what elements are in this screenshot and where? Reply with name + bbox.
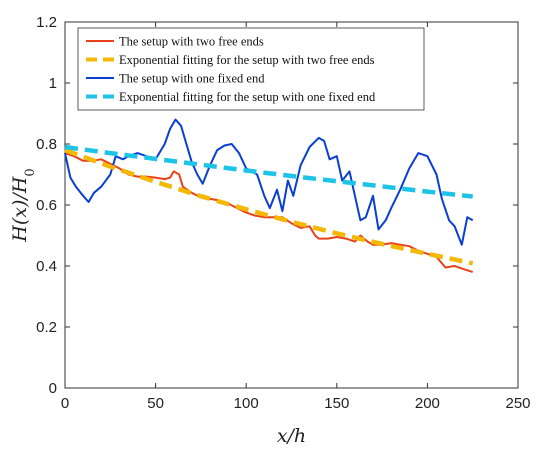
legend-entry: Exponential fitting for the setup with o… xyxy=(119,90,376,104)
y-tick-label: 1.2 xyxy=(36,14,57,31)
legend: The setup with two free ends Exponential … xyxy=(77,27,425,111)
x-tick-label: 50 xyxy=(147,395,164,412)
legend-entry: The setup with one fixed end xyxy=(119,72,265,86)
series-line xyxy=(64,144,473,199)
y-tick-label: 1 xyxy=(49,75,57,92)
x-tick-label: 150 xyxy=(324,395,349,412)
legend-entry: The setup with two free ends xyxy=(119,35,264,49)
y-tick-label: 0.8 xyxy=(36,136,57,153)
x-tick-label: 0 xyxy=(61,395,69,412)
series-line xyxy=(64,152,474,274)
series-line xyxy=(64,147,474,266)
series-line xyxy=(64,118,474,246)
y-tick-label: 0.4 xyxy=(36,258,57,275)
y-tick-label: 0.2 xyxy=(36,319,57,336)
x-tick-label: 250 xyxy=(505,395,530,412)
legend-entry: Exponential fitting for the setup with t… xyxy=(119,53,375,67)
x-tick-label: 100 xyxy=(234,395,259,412)
x-tick-label: 200 xyxy=(415,395,440,412)
y-tick-label: 0 xyxy=(49,380,57,397)
y-tick-label: 0.6 xyxy=(36,197,57,214)
y-axis-label: H(x)/H0 xyxy=(9,168,38,242)
x-axis-label: x/h xyxy=(277,425,306,447)
axis-ticks: 0 50 100 150 200 250 0 0.2 0.4 0.6 0.8 1 1.2 xyxy=(36,14,530,412)
legend-box xyxy=(77,27,425,111)
plot-lines xyxy=(64,118,474,274)
